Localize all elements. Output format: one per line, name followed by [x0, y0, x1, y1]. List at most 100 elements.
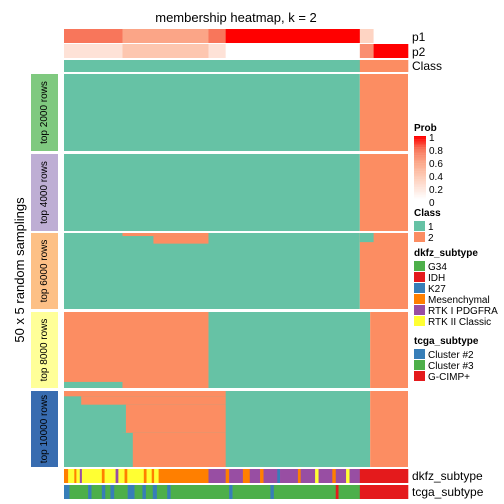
- dkfz_subtype-cell-1: [68, 469, 75, 483]
- dkfz_subtype-cell-13: [146, 469, 153, 483]
- dkfz_subtype-cell-20: [242, 469, 251, 483]
- dkfz_subtype-cell-8: [115, 469, 119, 483]
- row-group-strips: top 2000 rows top 4000 rows top 6000 rows t…: [31, 74, 58, 467]
- dkfz_subtype-cell-22: [260, 469, 264, 483]
- class-cell-0: [64, 60, 361, 72]
- prob-gradient-step-20: [414, 168, 426, 170]
- tcga_subtype-cell-0: [64, 485, 70, 499]
- prob-gradient-step-14: [414, 158, 426, 161]
- dkfz_subtype-cell-31: [335, 469, 347, 483]
- group-5-cell-4: [122, 404, 226, 433]
- dkfz_subtype-cell-7: [104, 469, 116, 483]
- prob-gradient-step-36: [414, 193, 426, 196]
- tcga_subtype-cell-17: [232, 485, 271, 499]
- dkfz_subtype-cell-28: [315, 469, 319, 483]
- prob-gradient-step-30: [414, 184, 426, 186]
- group-4-cell-1: [208, 312, 371, 388]
- dkfz_subtype-cell-5: [81, 469, 103, 483]
- group-4-cell-2: [370, 312, 408, 388]
- dkfz_subtype-cell-16: [158, 469, 209, 483]
- prob-tick-5: 0: [429, 198, 435, 209]
- chart-title: membership heatmap, k = 2: [155, 10, 317, 25]
- prob-gradient-step-35: [414, 192, 426, 194]
- dkfz_subtype-cell-34: [359, 469, 409, 483]
- legend-swatch-class-1: [414, 232, 425, 242]
- prob-gradient-step-7: [414, 147, 426, 149]
- group-3-cell-4: [359, 233, 374, 243]
- group-2-cell-1: [359, 154, 408, 231]
- legend-label-dkfz_subtype-2: K27: [428, 284, 446, 295]
- prob-gradient-step-37: [414, 195, 426, 197]
- row-group-strip-2: [31, 154, 58, 231]
- row-group-strip-5: [31, 391, 58, 467]
- prob-gradient-step-3: [414, 140, 426, 143]
- prob-gradient-step-1: [414, 137, 426, 140]
- prob-gradient-step-11: [414, 153, 426, 156]
- tcga_subtype-cell-4: [101, 485, 106, 499]
- dkfz_subtype-cell-32: [346, 469, 350, 483]
- row-group-label-4: top 8000 rows: [39, 319, 50, 382]
- group-5-cell-5: [132, 432, 226, 467]
- legend-label-tcga_subtype-2: G-CIMP+: [428, 372, 470, 383]
- p2-cell-2: [208, 44, 226, 58]
- prob-gradient-step-31: [414, 185, 426, 188]
- y-axis-label: 50 x 5 random samplings: [12, 197, 27, 343]
- dkfz_subtype-cell-11: [127, 469, 145, 483]
- p2-cell-1: [122, 44, 209, 58]
- legend-swatch-dkfz_subtype-1: [414, 272, 425, 282]
- prob-gradient-step-0: [414, 136, 426, 138]
- group-1-cell-0: [64, 74, 360, 151]
- bottom-annotations: dkfz_subtype tcga_subtype: [64, 469, 484, 499]
- dkfz_subtype-cell-27: [300, 469, 316, 483]
- p1-cell-4: [359, 29, 374, 43]
- dkfz_subtype-cell-9: [118, 469, 125, 483]
- prob-gradient-step-34: [414, 190, 426, 193]
- legend-title-tcga_subtype: tcga_subtype: [414, 336, 479, 347]
- prob-gradient-step-28: [414, 180, 426, 183]
- dkfz_subtype-cell-21: [249, 469, 261, 483]
- tcga_subtype-cell-13: [156, 485, 168, 499]
- tcga_subtype-cell-11: [145, 485, 154, 499]
- tcga_subtype-cell-16: [229, 485, 233, 499]
- prob-gradient-step-25: [414, 176, 426, 178]
- dkfz_subtype-cell-30: [332, 469, 337, 483]
- annotation-label-p2: p2: [412, 45, 426, 59]
- dkfz_subtype-cell-10: [124, 469, 128, 483]
- p2-cell-4: [359, 44, 374, 58]
- legend-label-dkfz_subtype-5: RTK II Classic: [428, 317, 491, 328]
- p1-cell-3: [225, 29, 361, 43]
- tcga_subtype-cell-15: [170, 485, 230, 499]
- p2-cell-3: [225, 44, 361, 58]
- legend-swatch-tcga_subtype-2: [414, 371, 425, 381]
- row-group-strip-1: [31, 74, 58, 151]
- group-5-cell-2: [64, 391, 226, 397]
- tcga_subtype-cell-19: [273, 485, 337, 499]
- class-cell-1: [359, 60, 409, 72]
- prob-gradient-step-27: [414, 179, 426, 181]
- row-group-label-3: top 6000 rows: [39, 240, 50, 303]
- p1-cell-2: [208, 29, 226, 43]
- tcga_subtype-cell-18: [270, 485, 275, 499]
- legend-swatch-class-0: [414, 221, 425, 231]
- dkfz_subtype-cell-3: [76, 469, 81, 483]
- legend-swatch-dkfz_subtype-0: [414, 261, 425, 271]
- prob-gradient-step-24: [414, 174, 426, 177]
- prob-gradient-step-12: [414, 155, 426, 157]
- annotation-label-class: Class: [412, 59, 442, 73]
- group-5-cell-1: [370, 391, 408, 467]
- prob-gradient-step-15: [414, 160, 426, 162]
- group-1-cell-1: [359, 74, 408, 151]
- legend-label-dkfz_subtype-1: IDH: [428, 273, 445, 284]
- tcga_subtype-cell-9: [134, 485, 143, 499]
- legend-label-tcga_subtype-0: Cluster #2: [428, 350, 474, 361]
- prob-gradient-step-4: [414, 142, 426, 145]
- tcga_subtype-cell-1: [69, 485, 89, 499]
- tcga_subtype-cell-8: [127, 485, 135, 499]
- legend-label-dkfz_subtype-4: RTK I PDGFRA: [428, 306, 498, 317]
- prob-gradient-step-17: [414, 163, 426, 165]
- tcga_subtype-cell-20: [335, 485, 339, 499]
- p2-cell-0: [64, 44, 123, 58]
- legend-swatch-tcga_subtype-0: [414, 349, 425, 359]
- p1-cell-5: [373, 29, 409, 43]
- group-3-cell-3: [153, 236, 209, 244]
